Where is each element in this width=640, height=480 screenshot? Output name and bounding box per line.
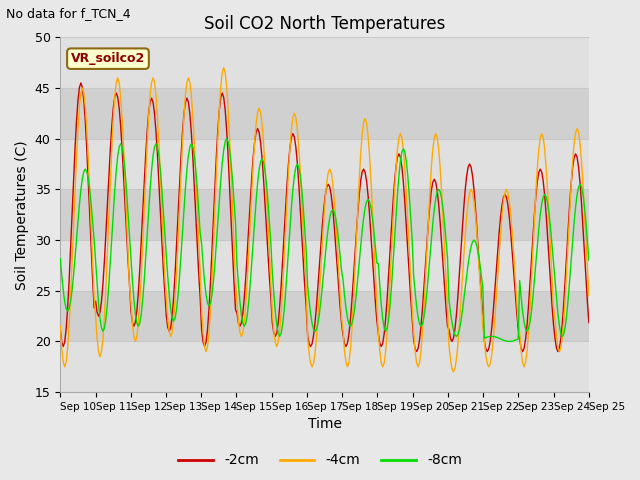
Title: Soil CO2 North Temperatures: Soil CO2 North Temperatures bbox=[204, 15, 445, 33]
Bar bbox=[60, 37, 589, 88]
Legend: -2cm, -4cm, -8cm: -2cm, -4cm, -8cm bbox=[173, 448, 467, 473]
Text: VR_soilco2: VR_soilco2 bbox=[71, 52, 145, 65]
Bar bbox=[60, 139, 589, 190]
Bar bbox=[60, 341, 589, 392]
Bar bbox=[60, 88, 589, 139]
Bar bbox=[60, 291, 589, 341]
Bar bbox=[60, 240, 589, 291]
Y-axis label: Soil Temperatures (C): Soil Temperatures (C) bbox=[15, 140, 29, 289]
Bar bbox=[60, 190, 589, 240]
Text: No data for f_TCN_4: No data for f_TCN_4 bbox=[6, 7, 131, 20]
X-axis label: Time: Time bbox=[308, 418, 342, 432]
